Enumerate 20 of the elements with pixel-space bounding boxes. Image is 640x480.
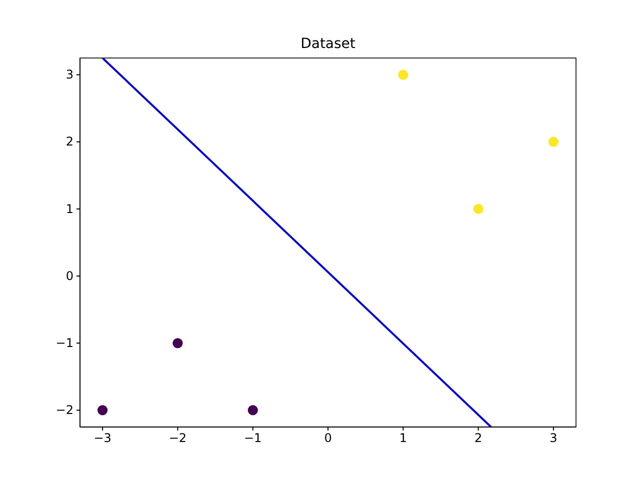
y-tick-label: −1 — [56, 336, 74, 350]
point — [398, 70, 408, 80]
x-tick-label: 1 — [399, 431, 407, 446]
point — [172, 338, 183, 348]
y-tick-label: 0 — [66, 268, 74, 283]
y-tick-label: 2 — [66, 134, 74, 149]
x-tick-label: −3 — [94, 431, 112, 446]
chart-title: Dataset — [300, 36, 356, 52]
x-tick-label: −2 — [168, 431, 187, 446]
x-tick-label: −1 — [244, 431, 262, 446]
point — [248, 405, 258, 416]
point — [548, 136, 558, 147]
y-tick-label: 1 — [66, 202, 74, 216]
point — [473, 204, 484, 214]
y-tick-label: 3 — [66, 68, 74, 82]
x-tick-label: 3 — [550, 431, 558, 446]
y-tick-label: −2 — [56, 403, 74, 418]
x-tick-label: 2 — [474, 431, 482, 446]
x-tick-label: 0 — [324, 431, 332, 446]
point — [98, 405, 108, 416]
